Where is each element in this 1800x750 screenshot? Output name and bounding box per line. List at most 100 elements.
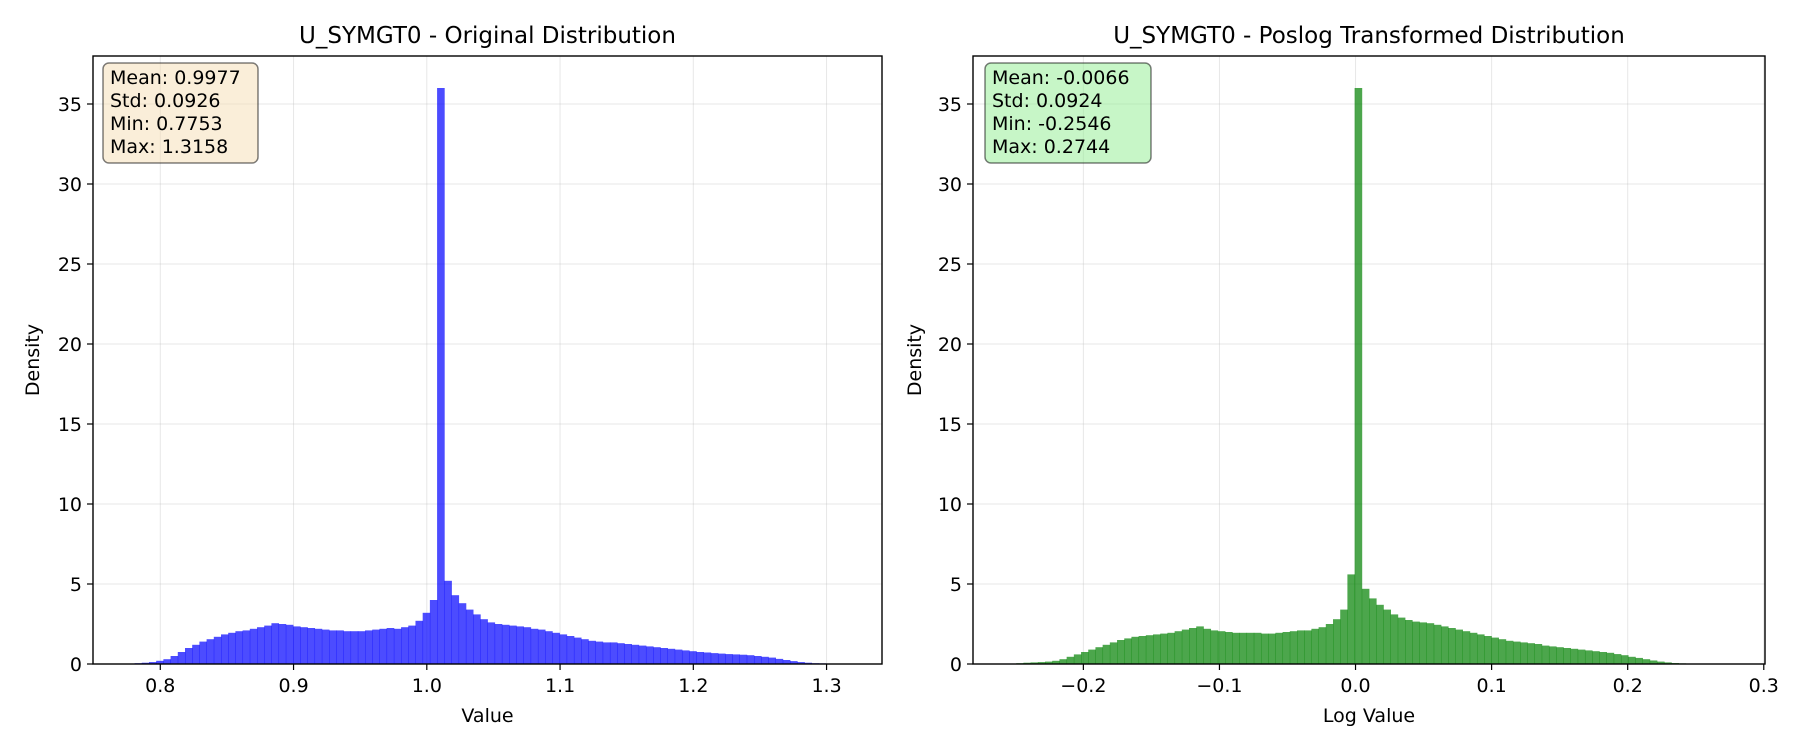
histogram-bar bbox=[1261, 633, 1269, 664]
histogram-bar bbox=[372, 629, 380, 664]
histogram-bar bbox=[653, 647, 661, 664]
histogram-bar bbox=[257, 627, 265, 664]
histogram-bar bbox=[1145, 635, 1154, 664]
histogram-bar bbox=[386, 628, 395, 664]
histogram-bar bbox=[602, 642, 611, 664]
histogram-bar bbox=[1484, 636, 1492, 664]
y-tick-label: 0 bbox=[70, 654, 82, 676]
histogram-bar bbox=[710, 653, 719, 664]
histogram-bar bbox=[170, 656, 179, 664]
histogram-bar bbox=[1354, 88, 1363, 664]
histogram-bar bbox=[1124, 638, 1132, 664]
stats-box: Mean: -0.0066 Std: 0.0924 Min: -0.2546 M… bbox=[984, 62, 1152, 164]
histogram-bar bbox=[681, 650, 690, 664]
histogram-bar bbox=[307, 628, 316, 664]
histogram-bar bbox=[1333, 619, 1341, 664]
histogram-bar bbox=[645, 646, 654, 664]
histogram-bar bbox=[1232, 632, 1240, 664]
histogram-bar bbox=[365, 630, 373, 664]
histogram-bar bbox=[790, 661, 798, 664]
histogram-bar bbox=[1297, 630, 1305, 664]
histogram-bar bbox=[1577, 649, 1586, 664]
histogram-bar bbox=[444, 580, 452, 664]
histogram-bar bbox=[1095, 647, 1104, 664]
histogram-bar bbox=[437, 88, 445, 664]
histogram-bar bbox=[242, 630, 251, 664]
histogram-bar bbox=[1037, 662, 1046, 664]
histogram-bar bbox=[1311, 628, 1320, 664]
histogram-bar bbox=[451, 595, 460, 664]
stats-std: Std: 0.0926 bbox=[110, 90, 221, 112]
histogram-bar bbox=[1138, 636, 1147, 664]
y-tick-label: 5 bbox=[950, 574, 962, 596]
histogram-bar bbox=[1412, 621, 1420, 664]
histogram-bar bbox=[1239, 632, 1248, 664]
histogram-bar bbox=[314, 628, 323, 664]
x-tick-label: 1.0 bbox=[412, 675, 442, 697]
histogram-bar bbox=[1109, 642, 1118, 664]
stats-max: Max: 0.2744 bbox=[992, 136, 1110, 158]
y-tick-label: 25 bbox=[938, 254, 962, 276]
plot-frame bbox=[972, 55, 1766, 665]
histogram-bar bbox=[350, 631, 359, 664]
histogram-bar bbox=[1527, 643, 1535, 664]
histogram-bar bbox=[1635, 657, 1643, 664]
y-tick-label: 0 bbox=[950, 654, 962, 676]
x-tick-label: 0.3 bbox=[1749, 675, 1779, 697]
x-tick-label: 0.2 bbox=[1613, 675, 1643, 697]
histogram-bar bbox=[530, 628, 539, 664]
histogram-bar bbox=[1613, 654, 1622, 664]
histogram-bar bbox=[1455, 629, 1463, 664]
histogram-bar bbox=[1210, 630, 1219, 664]
histogram-bar bbox=[1390, 614, 1399, 664]
histogram-bar bbox=[1181, 629, 1190, 664]
histogram-bar bbox=[595, 641, 604, 664]
histogram-bar bbox=[667, 648, 676, 664]
histogram-bar bbox=[249, 628, 258, 664]
histogram-bar bbox=[1318, 627, 1327, 664]
histogram-bar bbox=[660, 648, 668, 664]
x-tick-label: 1.3 bbox=[811, 675, 841, 697]
histogram-bar bbox=[631, 644, 640, 664]
histogram-bar bbox=[1469, 632, 1478, 664]
plot-frame bbox=[92, 55, 883, 665]
histogram-bar bbox=[559, 634, 568, 664]
histogram-bar bbox=[1548, 646, 1557, 664]
stats-min: Min: 0.7753 bbox=[110, 113, 223, 135]
histogram-bar bbox=[1656, 661, 1665, 664]
chart-title: U_SYMGT0 - Original Distribution bbox=[299, 23, 676, 49]
y-tick-label: 15 bbox=[58, 414, 82, 436]
histogram-bar bbox=[1541, 645, 1550, 664]
histogram-bar bbox=[1376, 604, 1384, 664]
original-distribution-panel: U_SYMGT0 - Original Distribution 0.8 0.9 1… bbox=[22, 23, 883, 727]
histogram-bar bbox=[1340, 609, 1348, 664]
histogram-bar bbox=[300, 627, 308, 664]
histogram-bar bbox=[1282, 632, 1291, 664]
histogram-bar bbox=[285, 624, 294, 664]
x-tick-label: 0.1 bbox=[1477, 675, 1507, 697]
histogram-bar bbox=[552, 632, 560, 664]
histogram-bar bbox=[199, 641, 208, 664]
histogram-bar bbox=[1160, 633, 1168, 664]
histogram-bar bbox=[1225, 632, 1233, 664]
stats-std: Std: 0.0924 bbox=[992, 90, 1103, 112]
poslog-distribution-panel: U_SYMGT0 - Poslog Transformed Distributi… bbox=[904, 23, 1779, 727]
histogram-bar bbox=[357, 631, 366, 664]
histogram-bar bbox=[163, 659, 171, 664]
y-tick-label: 15 bbox=[938, 414, 962, 436]
histogram-bar bbox=[624, 644, 632, 664]
histogram-bar bbox=[746, 655, 755, 664]
stats-box: Mean: 0.9977 Std: 0.0926 Min: 0.7753 Max… bbox=[102, 62, 259, 164]
histogram-bar bbox=[523, 627, 532, 664]
histogram-bar bbox=[1045, 661, 1053, 664]
histogram-bar bbox=[1203, 628, 1212, 664]
stats-box-background bbox=[102, 62, 259, 164]
histogram-bar bbox=[1520, 642, 1528, 664]
stats-mean: Mean: -0.0066 bbox=[992, 67, 1130, 89]
histogram-bar bbox=[221, 634, 229, 664]
histogram-bar bbox=[537, 629, 546, 664]
histogram-bar bbox=[393, 628, 402, 664]
stats-mean: Mean: 0.9977 bbox=[110, 67, 241, 89]
histogram-bar bbox=[1620, 655, 1629, 664]
histogram-bar bbox=[1304, 630, 1312, 664]
